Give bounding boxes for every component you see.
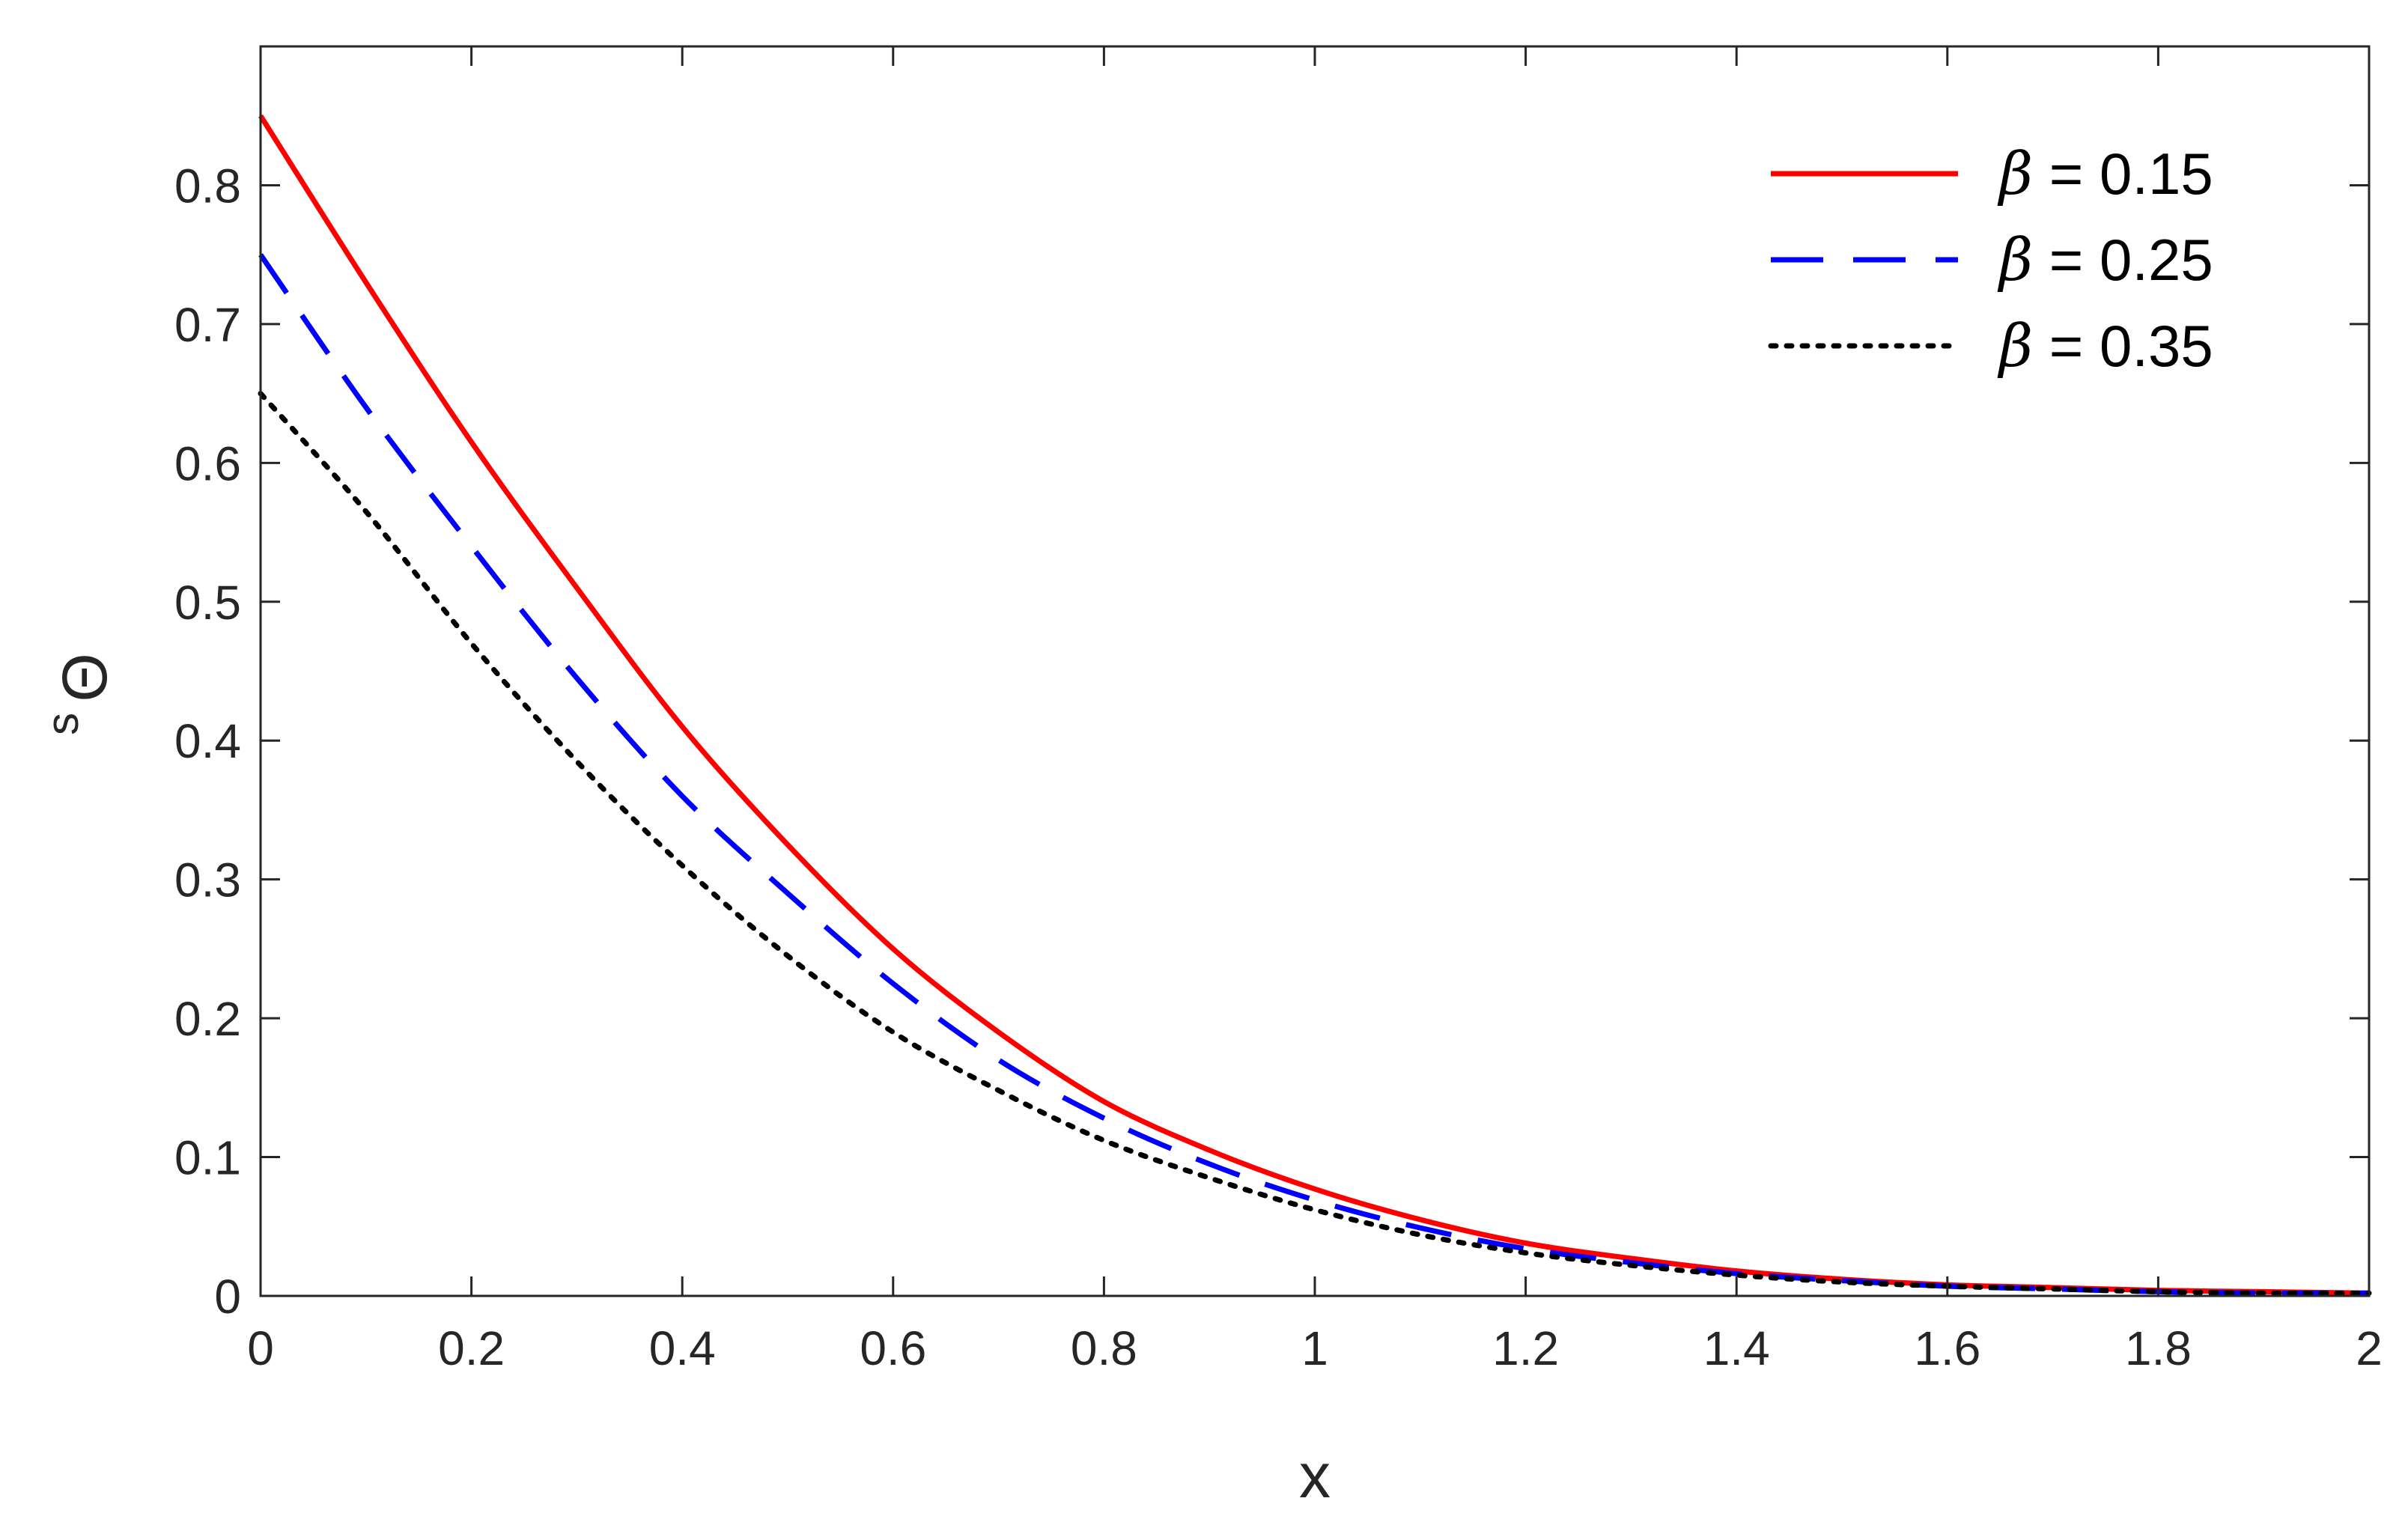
x-tick-label: 0.8 [1071,1321,1137,1375]
y-tick-label: 0.1 [174,1131,241,1185]
y-axis-title-superscript: s [37,713,88,735]
x-tick-label: 1.6 [1914,1321,1980,1375]
x-tick-label: 0.6 [860,1321,926,1375]
x-tick-label: 1.4 [1703,1321,1770,1375]
x-tick-label: 1.8 [2125,1321,2192,1375]
legend-value: = 0.35 [2033,313,2213,379]
x-tick-label: 1.2 [1492,1321,1559,1375]
ticks-layer [259,46,2371,1297]
x-tick-label: 0.2 [438,1321,505,1375]
tick-labels-layer: 0 0.2 0.4 0.6 0.8 1 1.2 1.4 1.6 1.8 2 0 0.1 0.2 0.3 0.4… [174,159,2383,1375]
legend-beta-symbol: β [1997,141,2033,208]
legend-value: = 0.15 [2033,141,2213,207]
legend-beta-symbol: β [1997,227,2033,294]
x-tick-label: 1 [1301,1321,1328,1375]
legend-value: = 0.25 [2033,227,2213,293]
y-tick-label: 0.2 [174,992,241,1046]
y-tick-label: 0.4 [174,714,241,768]
y-tick-label: 0 [214,1270,241,1324]
legend-label-2: β = 0.25 [1997,227,2213,294]
series-layer [258,114,2372,1296]
y-tick-label: 0.7 [174,298,241,352]
x-axis-title: x [1299,1440,1331,1511]
legend: β = 0.15β = 0.25β = 0.35 [1768,141,2213,380]
y-tick-label: 0.5 [174,576,241,630]
legend-label-1: β = 0.15 [1997,141,2213,208]
y-tick-label: 0.3 [174,853,241,907]
y-axis-title: Θ s [37,653,120,735]
series-line-2 [258,253,2370,1296]
x-tick-label: 0 [247,1321,274,1375]
x-tick-label: 0.4 [649,1321,716,1375]
y-tick-label: 0.6 [174,436,241,490]
legend-beta-symbol: β [1997,313,2033,380]
y-tick-label: 0.8 [174,159,241,213]
y-axis-title-symbol: Θ [49,653,120,701]
legend-label-3: β = 0.35 [1997,313,2213,380]
series-line-3 [258,391,2372,1296]
x-tick-label: 2 [2356,1321,2383,1375]
